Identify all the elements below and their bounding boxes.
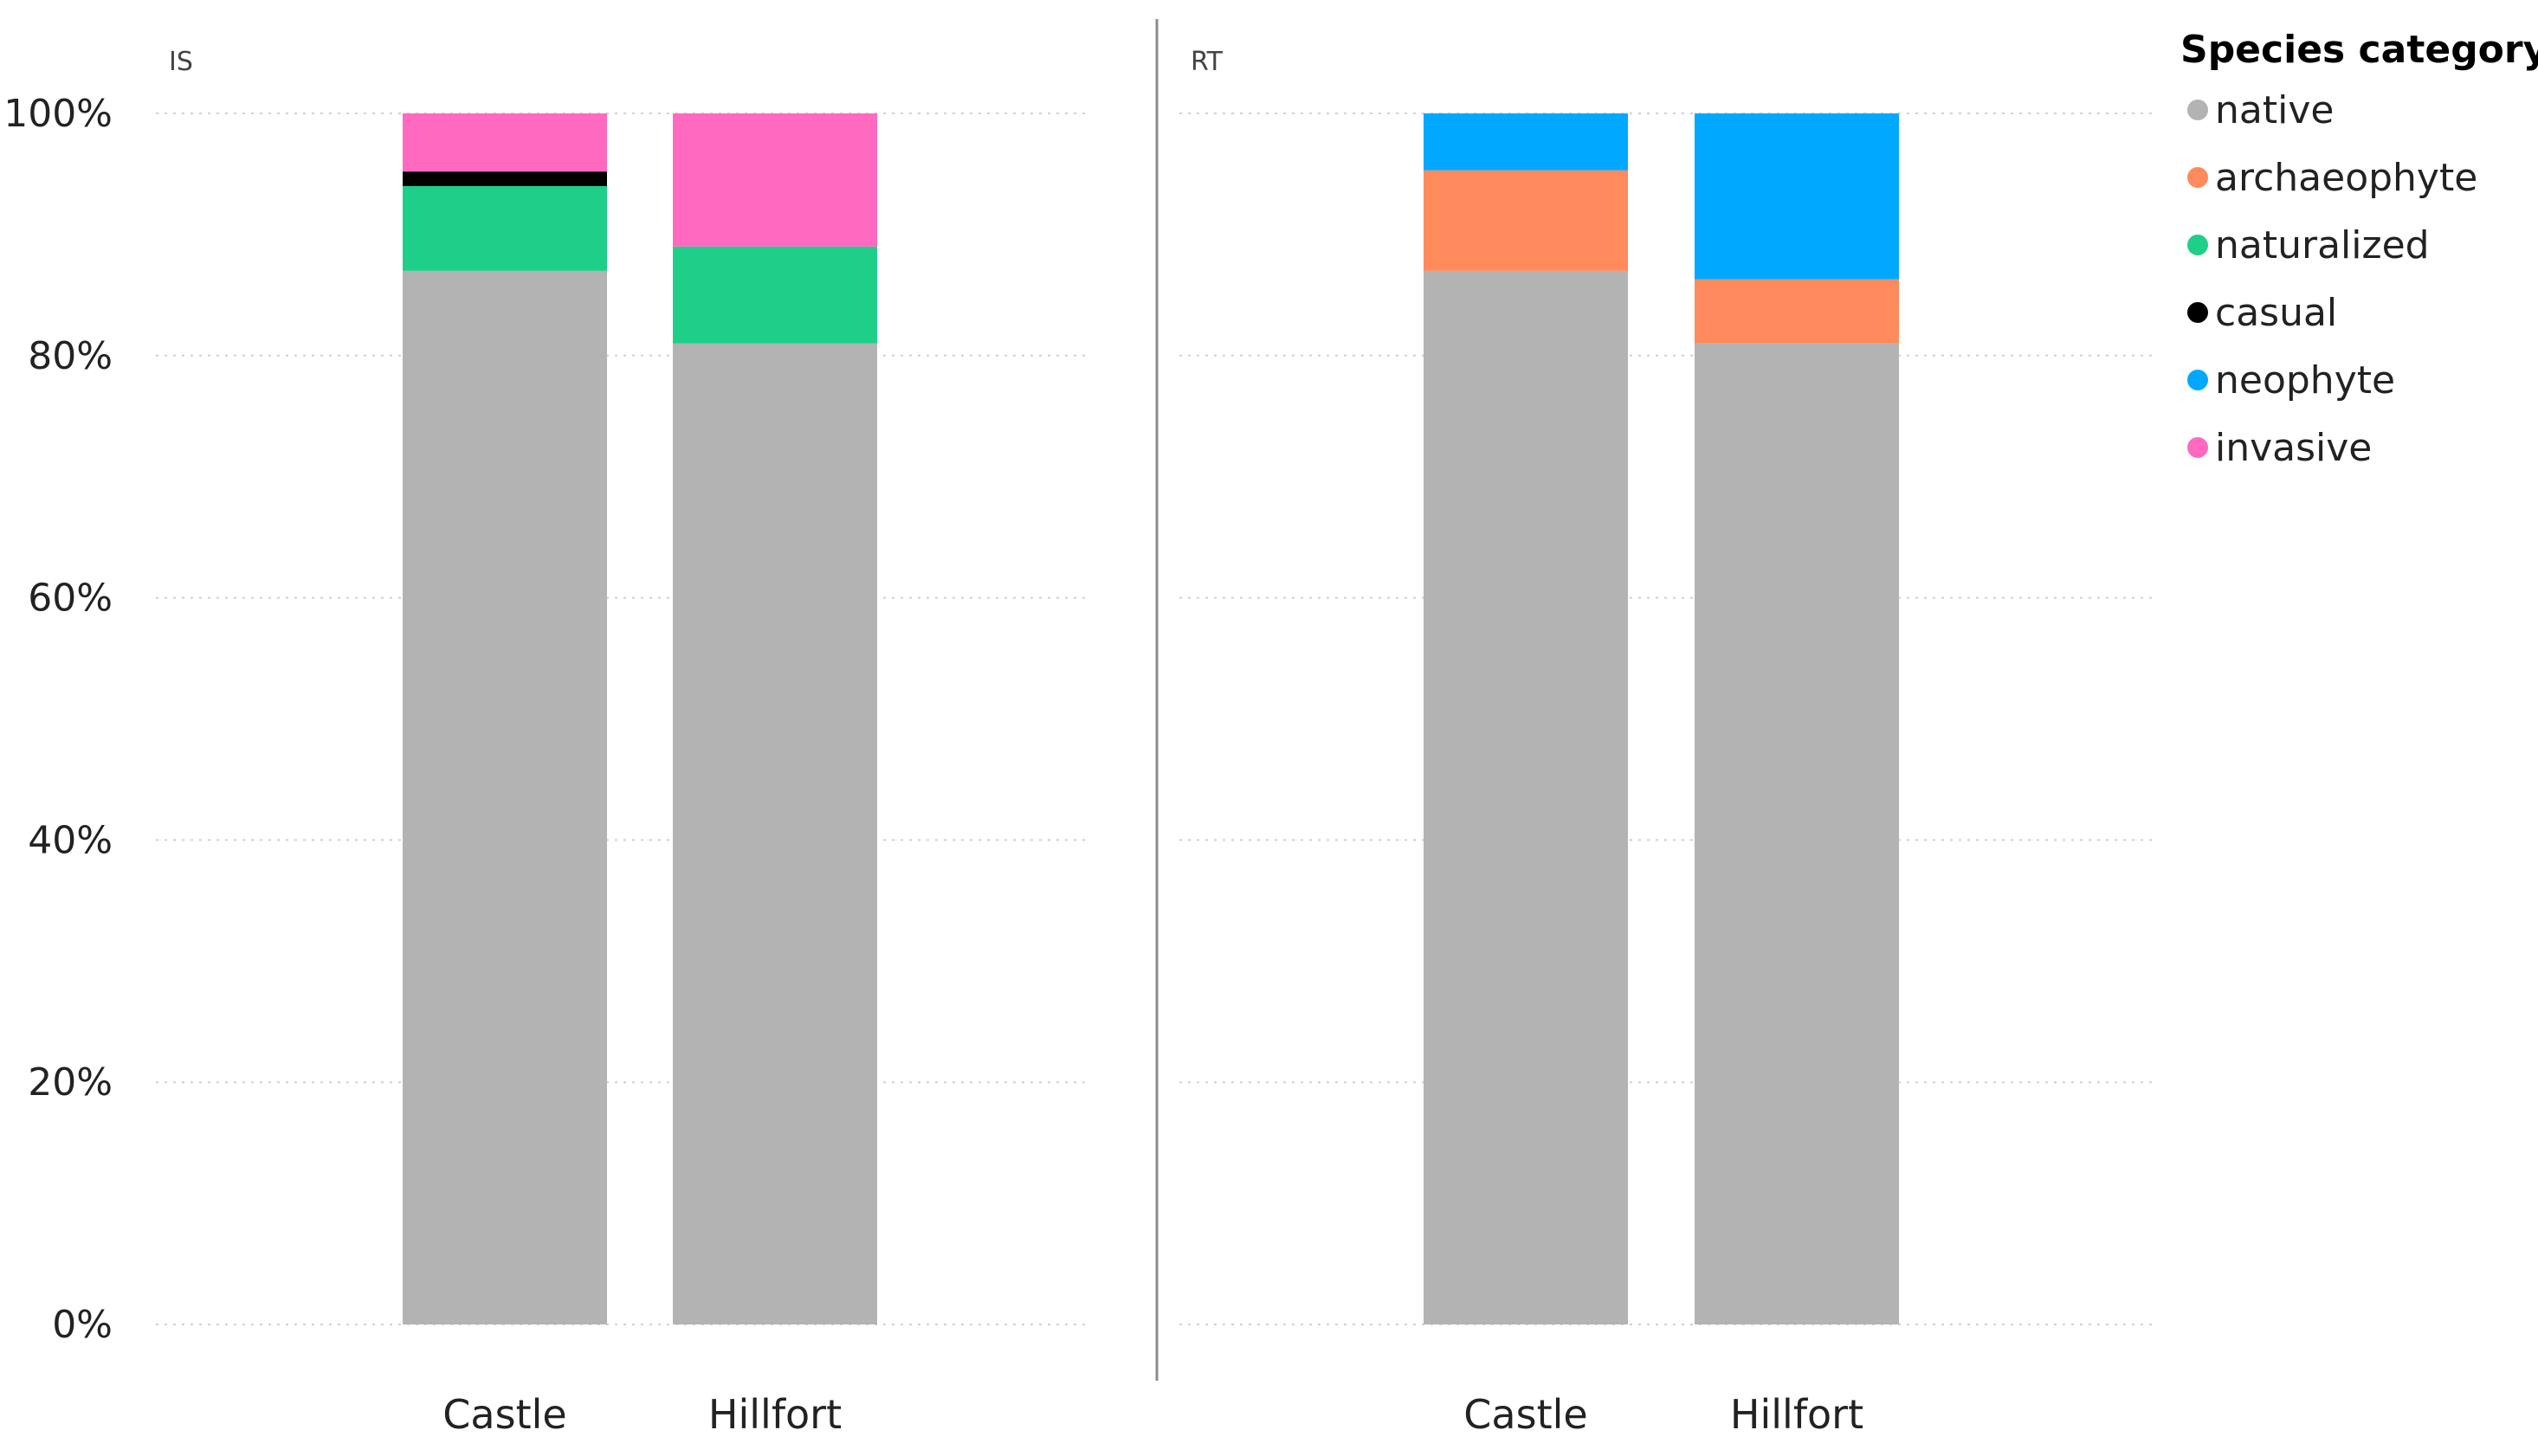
x-tick-label: Hillfort (1730, 1391, 1863, 1438)
legend-label-invasive: invasive (2215, 426, 2372, 470)
bar-segment-archaeophyte (1695, 279, 1899, 344)
bar-segment-native (673, 343, 877, 1324)
y-tick-label: 20% (28, 1060, 113, 1105)
y-tick-label: 40% (28, 818, 113, 862)
bar-segment-casual (403, 171, 607, 186)
legend-marker-archaeophyte (2187, 167, 2208, 188)
x-axis-labels: Castle Hillfort Castle Hillfort (442, 1391, 1863, 1438)
legend-label-archaeophyte: archaeophyte (2215, 156, 2477, 200)
legend-marker-neophyte (2187, 370, 2208, 390)
legend-marker-casual (2187, 302, 2208, 323)
bar-segment-neophyte (1424, 113, 1628, 171)
x-tick-label: Castle (442, 1391, 566, 1438)
bar-segment-native (403, 270, 607, 1324)
panel-labels: IS RT (169, 47, 1224, 77)
y-tick-label: 100% (3, 92, 113, 136)
bar-segment-archaeophyte (1424, 170, 1628, 271)
bar-segment-naturalized (403, 185, 607, 271)
x-tick-label: Hillfort (708, 1391, 842, 1438)
legend-label-neophyte: neophyte (2215, 358, 2395, 403)
legend: Species category native archaeophyte natur… (2180, 28, 2538, 470)
legend-title: Species category (2180, 28, 2538, 72)
bar-segment-native (1424, 270, 1628, 1324)
bar-segment-neophyte (1695, 113, 1899, 280)
legend-marker-invasive (2187, 437, 2208, 458)
bar-segment-invasive (673, 113, 877, 247)
legend-marker-naturalized (2187, 235, 2208, 255)
bar-segment-invasive (403, 113, 607, 172)
gridlines (156, 113, 2156, 1325)
bars (403, 113, 1899, 1324)
legend-label-casual: casual (2215, 291, 2337, 335)
bar-segment-native (1695, 343, 1899, 1324)
legend-label-native: native (2215, 88, 2334, 132)
x-tick-label: Castle (1463, 1391, 1587, 1438)
y-tick-label: 0% (52, 1303, 113, 1347)
bar-segment-naturalized (673, 246, 877, 344)
y-axis: 0% 20% 40% 60% 80% 100% (3, 92, 113, 1347)
panel-label-is: IS (169, 47, 193, 77)
y-tick-label: 60% (28, 577, 113, 621)
legend-label-naturalized: naturalized (2215, 223, 2430, 267)
legend-marker-native (2187, 100, 2208, 120)
panel-label-rt: RT (1191, 47, 1224, 77)
y-tick-label: 80% (28, 334, 113, 378)
